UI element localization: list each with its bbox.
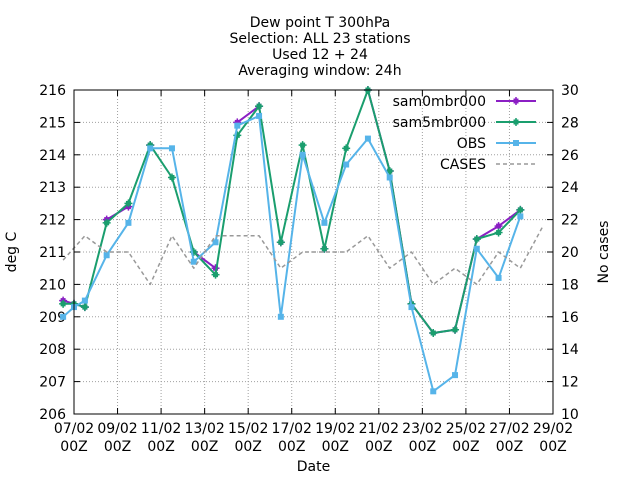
y-tick-label: 215 bbox=[39, 115, 66, 131]
x-tick-label-hour: 00Z bbox=[191, 439, 218, 455]
x-tick-label-hour: 00Z bbox=[278, 439, 305, 455]
y-tick-label: 213 bbox=[39, 180, 66, 196]
data-point bbox=[60, 313, 67, 320]
y-tick-label: 208 bbox=[39, 342, 66, 358]
x-tick-label-date: 07/02 bbox=[54, 421, 94, 437]
y2-tick-label: 30 bbox=[561, 83, 579, 99]
title-line: Averaging window: 24h bbox=[238, 63, 401, 79]
data-point bbox=[190, 258, 197, 265]
y-tick-label: 216 bbox=[39, 83, 66, 99]
x-tick-label-hour: 00Z bbox=[60, 439, 87, 455]
title-line: Selection: ALL 23 stations bbox=[229, 31, 410, 47]
data-point bbox=[299, 151, 306, 158]
y-tick-label: 212 bbox=[39, 213, 66, 229]
legend-label: OBS bbox=[457, 136, 486, 152]
y2-tick-label: 12 bbox=[561, 375, 579, 391]
axes: 206 207 208 209 210 211 212 213 214 215 216 10 12 14 1… bbox=[39, 83, 579, 455]
data-point bbox=[343, 161, 350, 168]
x-axis-label: Date bbox=[297, 459, 330, 475]
data-point bbox=[81, 297, 88, 304]
x-tick-label-date: 29/02 bbox=[533, 421, 573, 437]
title-line: Dew point T 300hPa bbox=[250, 15, 390, 31]
x-tick-label-hour: 00Z bbox=[496, 439, 523, 455]
x-tick-label-hour: 00Z bbox=[409, 439, 436, 455]
y2-tick-label: 10 bbox=[561, 407, 579, 423]
x-tick-label-hour: 00Z bbox=[104, 439, 131, 455]
x-tick-label-date: 11/02 bbox=[141, 421, 181, 437]
data-point bbox=[452, 372, 459, 379]
x-tick-label-date: 21/02 bbox=[359, 421, 399, 437]
y2-tick-label: 28 bbox=[561, 115, 579, 131]
y2-axis-label: No cases bbox=[596, 221, 612, 284]
data-point bbox=[430, 388, 437, 395]
series-cases bbox=[62, 227, 543, 286]
x-tick-label-date: 15/02 bbox=[228, 421, 268, 437]
data-point bbox=[408, 304, 415, 311]
legend-label: sam0mbr000 bbox=[393, 94, 486, 110]
y2-tick-label: 22 bbox=[561, 213, 579, 229]
x-tick-label-date: 23/02 bbox=[402, 421, 442, 437]
data-point bbox=[513, 140, 519, 146]
data-point bbox=[168, 145, 175, 152]
y-tick-label: 214 bbox=[39, 148, 66, 164]
title-line: Used 12 + 24 bbox=[272, 47, 368, 63]
legend-label: CASES bbox=[440, 157, 486, 173]
x-tick-label-date: 13/02 bbox=[184, 421, 224, 437]
legend: sam0mbr000 sam5mbr000 OBS CASES bbox=[393, 94, 536, 173]
x-tick-label-hour: 00Z bbox=[365, 439, 392, 455]
y2-tick-label: 26 bbox=[561, 148, 579, 164]
data-point bbox=[473, 245, 480, 252]
data-point bbox=[212, 239, 219, 246]
series-line bbox=[236, 105, 260, 124]
x-tick-label-date: 27/02 bbox=[489, 421, 529, 437]
data-point bbox=[277, 313, 284, 320]
y-tick-label: 210 bbox=[39, 277, 66, 293]
y-tick-label: 209 bbox=[39, 310, 66, 326]
data-point bbox=[495, 274, 502, 281]
data-point bbox=[103, 252, 110, 259]
data-point bbox=[234, 122, 241, 129]
series-line bbox=[62, 227, 543, 286]
x-tick-label-date: 17/02 bbox=[272, 421, 312, 437]
data-point bbox=[147, 145, 154, 152]
data-point bbox=[386, 174, 393, 181]
y2-tick-label: 18 bbox=[561, 277, 579, 293]
x-tick-label-hour: 00Z bbox=[234, 439, 261, 455]
y2-tick-label: 14 bbox=[561, 342, 579, 358]
x-tick-label-date: 09/02 bbox=[97, 421, 137, 437]
plot-frame bbox=[73, 89, 554, 415]
data-point bbox=[364, 135, 371, 142]
x-tick-label-hour: 00Z bbox=[539, 439, 566, 455]
x-tick-label-hour: 00Z bbox=[452, 439, 479, 455]
y2-tick-label: 20 bbox=[561, 245, 579, 261]
x-tick-label-hour: 00Z bbox=[147, 439, 174, 455]
legend-label: sam5mbr000 bbox=[393, 115, 486, 131]
y-axis-label: deg C bbox=[4, 231, 20, 272]
y2-tick-label: 24 bbox=[561, 180, 579, 196]
y-tick-label: 207 bbox=[39, 375, 66, 391]
x-tick-label-date: 19/02 bbox=[315, 421, 355, 437]
data-point bbox=[125, 219, 132, 226]
x-tick-label-hour: 00Z bbox=[322, 439, 349, 455]
data-point bbox=[517, 213, 524, 220]
data-point bbox=[321, 219, 328, 226]
y-tick-label: 206 bbox=[39, 407, 66, 423]
y2-tick-label: 16 bbox=[561, 310, 579, 326]
x-tick-label-date: 25/02 bbox=[446, 421, 486, 437]
data-point bbox=[256, 112, 263, 119]
y-tick-label: 211 bbox=[39, 245, 66, 261]
